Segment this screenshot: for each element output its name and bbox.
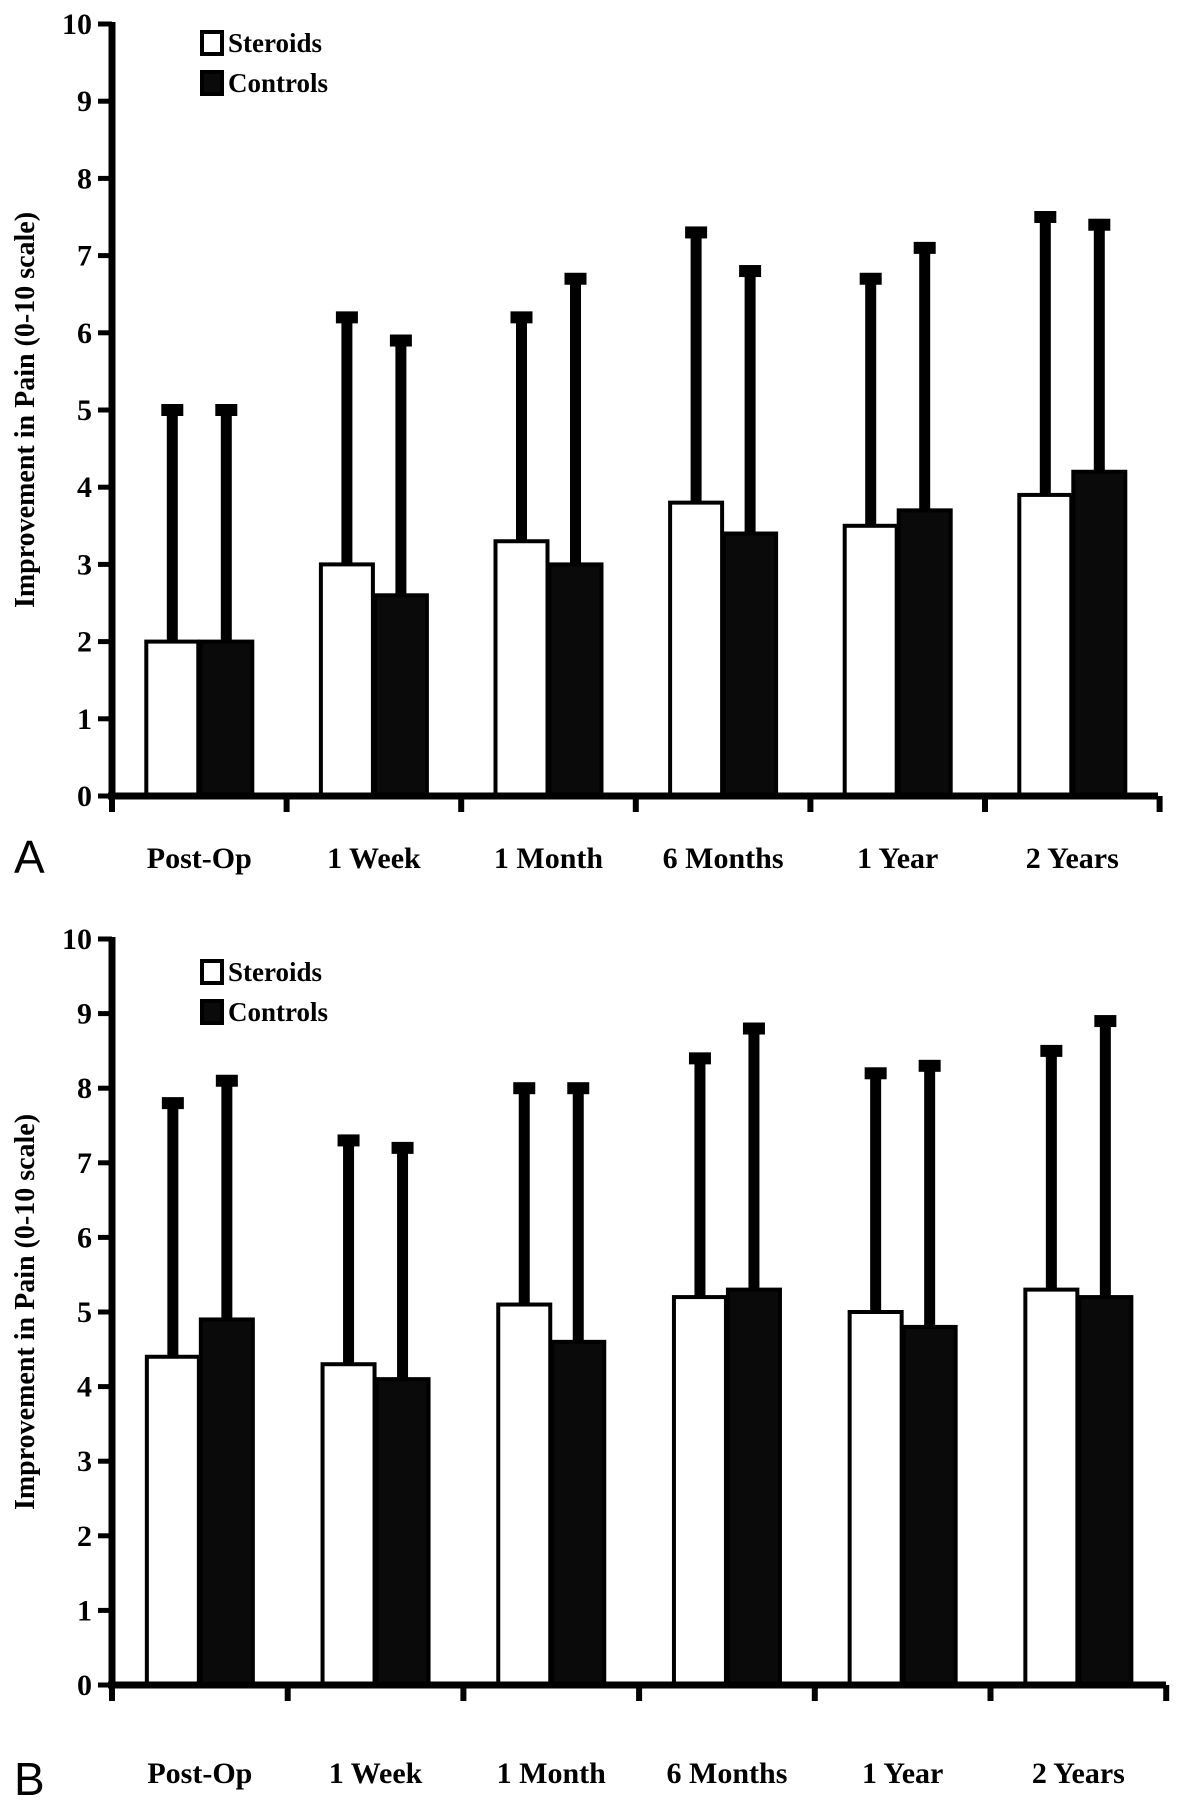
x-category-label-b-1: 1 Week [329, 1757, 423, 1790]
error-cap-a-steroids-3 [685, 226, 708, 239]
x-category-label-b-4: 1 Year [862, 1757, 943, 1790]
y-tick-label-a-4: 4 [77, 471, 92, 504]
x-category-label-a-1: 1 Week [327, 842, 421, 875]
y-tick-label-a-1: 1 [77, 703, 92, 736]
bar-b-controls-0 [198, 1317, 255, 1687]
error-cap-b-steroids-0 [161, 1097, 184, 1110]
error-cap-b-controls-5 [1094, 1015, 1117, 1028]
x-category-label-b-5: 2 Years [1032, 1757, 1125, 1790]
bar-chart-a: A 0 1 2 3 4 5 6 7 8 9 10 Post-Op 1 Week 1 Month 6 Mont… [10, 8, 1163, 883]
panel-label-a: A [14, 831, 45, 883]
y-tick-label-b-0: 0 [77, 1669, 92, 1702]
y-tick-label-a-2: 2 [77, 626, 92, 659]
bar-b-steroids-5 [1023, 1287, 1080, 1687]
y-tick-label-b-3: 3 [77, 1445, 92, 1478]
error-cap-b-controls-0 [215, 1074, 238, 1087]
bar-b-steroids-2 [496, 1302, 553, 1687]
error-cap-a-steroids-1 [335, 311, 358, 324]
bar-b-controls-2 [550, 1339, 607, 1687]
x-category-label-b-0: Post-Op [147, 1757, 252, 1790]
bar-b-steroids-3 [671, 1295, 728, 1687]
bar-a-steroids-2 [493, 539, 550, 798]
bar-a-controls-3 [722, 531, 779, 799]
error-cap-b-steroids-3 [688, 1052, 711, 1065]
x-category-label-a-4: 1 Year [857, 842, 938, 875]
error-cap-b-controls-1 [391, 1141, 414, 1154]
y-tick-label-b-7: 7 [77, 1147, 92, 1180]
y-tick-label-a-9: 9 [77, 85, 92, 118]
bar-a-steroids-5 [1017, 492, 1074, 798]
x-category-label-a-3: 6 Months [663, 842, 784, 875]
bar-chart-b: B 0 1 2 3 4 5 6 7 8 9 10 Post-Op 1 Week 1 Month 6 Mont… [10, 927, 1170, 1800]
bar-b-steroids-1 [320, 1362, 377, 1687]
bar-b-controls-1 [374, 1377, 431, 1687]
y-axis-label-b: Improvement in Pain (0-10 scale) [10, 1114, 41, 1510]
y-tick-label-a-3: 3 [77, 548, 92, 581]
bar-a-steroids-1 [318, 562, 375, 799]
bar-a-controls-4 [896, 508, 953, 798]
x-category-label-b-2: 1 Month [497, 1757, 606, 1790]
y-tick-label-a-10: 10 [62, 8, 92, 41]
error-cap-a-controls-5 [1088, 218, 1111, 231]
y-tick-label-b-1: 1 [77, 1594, 92, 1627]
legend-swatch-a-steroids [200, 30, 224, 56]
legend-swatch-b-controls [200, 999, 224, 1025]
error-cap-b-steroids-4 [864, 1067, 887, 1080]
chart-panel-b: B 0 1 2 3 4 5 6 7 8 9 10 Post-Op 1 Week 1 Month 6 Mont… [0, 927, 1178, 1800]
y-axis-label-a: Improvement in Pain (0-10 scale) [10, 212, 41, 608]
error-cap-a-steroids-2 [510, 311, 533, 324]
x-category-label-b-3: 6 Months [667, 1757, 788, 1790]
error-cap-a-steroids-4 [859, 272, 882, 285]
legend-swatch-a-controls [200, 70, 224, 96]
error-cap-b-controls-3 [742, 1022, 765, 1035]
y-tick-label-a-5: 5 [77, 394, 92, 427]
bar-a-steroids-3 [668, 500, 725, 798]
legend-label-a-controls: Controls [228, 68, 328, 98]
error-cap-a-controls-0 [215, 404, 238, 416]
legend-label-b-steroids: Steroids [228, 957, 322, 987]
bar-b-controls-3 [725, 1287, 782, 1687]
x-category-label-a-2: 1 Month [494, 842, 603, 875]
bar-b-steroids-0 [144, 1354, 201, 1687]
y-tick-label-b-9: 9 [77, 998, 92, 1031]
error-cap-b-controls-2 [567, 1082, 590, 1095]
bar-a-controls-2 [547, 562, 604, 799]
y-tick-label-a-7: 7 [77, 240, 92, 273]
bar-a-controls-1 [372, 593, 429, 799]
error-cap-b-steroids-5 [1040, 1044, 1063, 1057]
y-tick-label-b-6: 6 [77, 1221, 92, 1254]
y-tick-label-b-8: 8 [77, 1072, 92, 1105]
bar-a-steroids-4 [842, 523, 899, 798]
bar-b-steroids-4 [847, 1310, 904, 1687]
x-category-label-a-0: Post-Op [147, 842, 252, 875]
y-tick-label-a-6: 6 [77, 317, 92, 350]
y-tick-label-b-4: 4 [77, 1371, 92, 1404]
error-cap-a-controls-2 [564, 272, 587, 285]
bar-a-steroids-0 [144, 639, 201, 798]
y-tick-label-a-8: 8 [77, 162, 92, 195]
x-category-label-a-5: 2 Years [1026, 842, 1119, 875]
bar-b-controls-4 [901, 1324, 958, 1687]
error-cap-a-steroids-5 [1034, 211, 1057, 223]
y-tick-label-b-10: 10 [62, 927, 92, 956]
error-cap-a-controls-3 [739, 265, 762, 278]
bar-b-controls-5 [1077, 1295, 1134, 1687]
y-tick-label-a-0: 0 [77, 780, 92, 813]
error-cap-b-steroids-2 [513, 1082, 536, 1095]
panel-label-b: B [14, 1753, 45, 1800]
error-cap-a-controls-4 [913, 241, 936, 254]
legend-swatch-b-steroids [200, 959, 224, 985]
bar-a-controls-5 [1071, 469, 1128, 798]
error-cap-a-steroids-0 [161, 404, 184, 416]
y-tick-label-b-2: 2 [77, 1520, 92, 1553]
y-tick-label-b-5: 5 [77, 1296, 92, 1329]
error-cap-a-controls-1 [389, 334, 412, 347]
chart-panel-a: A 0 1 2 3 4 5 6 7 8 9 10 Post-Op 1 Week 1 Month 6 Mont… [10, 8, 1163, 883]
error-cap-b-steroids-1 [337, 1134, 360, 1147]
legend-label-a-steroids: Steroids [228, 28, 322, 58]
error-cap-b-controls-4 [918, 1059, 941, 1072]
bar-a-controls-0 [198, 639, 255, 798]
legend-label-b-controls: Controls [228, 997, 328, 1027]
